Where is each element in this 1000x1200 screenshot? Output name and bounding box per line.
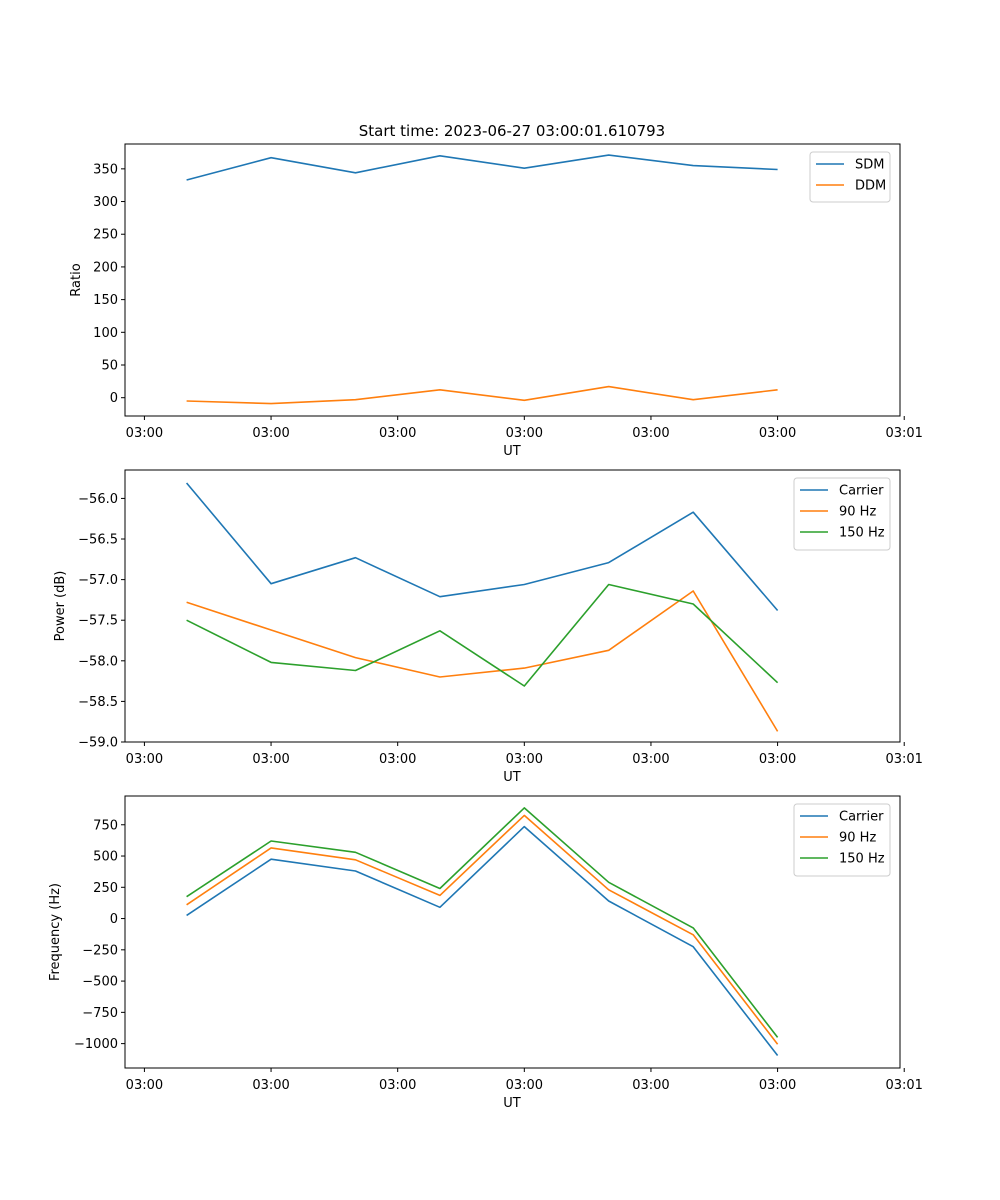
legend-label: SDM xyxy=(855,158,884,173)
x-tick-label: 03:00 xyxy=(252,426,289,441)
y-axis-label: Frequency (Hz) xyxy=(48,883,63,981)
y-tick-label: 300 xyxy=(93,195,118,210)
y-axis-label: Ratio xyxy=(69,263,84,296)
legend-label: 90 Hz xyxy=(839,505,876,520)
x-tick-label: 03:00 xyxy=(126,1078,163,1093)
y-tick-label: −57.5 xyxy=(78,614,118,629)
x-tick-label: 03:00 xyxy=(379,1078,416,1093)
x-tick-label: 03:00 xyxy=(379,426,416,441)
y-tick-label: −57.0 xyxy=(78,573,118,588)
legend: SDM DDM xyxy=(809,151,891,203)
plots-group: 0 50 100 150 200 250 300 350 03:00 03:00 03:00 03:0… xyxy=(48,143,923,1111)
y-tick-label: −750 xyxy=(82,1006,118,1021)
y-tick-label: −56.5 xyxy=(78,533,118,548)
x-axis-label: UT xyxy=(503,444,521,459)
y-tick-label: −59.0 xyxy=(78,736,118,751)
x-tick-label: 03:00 xyxy=(506,426,543,441)
series-line-2 xyxy=(186,590,779,732)
y-tick-label: 350 xyxy=(93,162,118,177)
y-tick-label: −500 xyxy=(82,975,118,990)
x-tick-label: 03:00 xyxy=(506,752,543,767)
y-tick-label: 200 xyxy=(93,260,118,275)
legend-label: Carrier xyxy=(839,810,884,825)
legend: Carrier 90 Hz 150 Hz xyxy=(793,477,891,551)
x-tick-label: 03:00 xyxy=(506,1078,543,1093)
x-tick-label: 03:00 xyxy=(759,1078,796,1093)
chart-panel-2: −59.0 −58.5 −58.0 −57.5 −57.0 −56.5 −56.0 03:00… xyxy=(53,469,923,785)
series-line-1 xyxy=(186,825,779,1056)
y-tick-label: −1000 xyxy=(74,1037,118,1052)
x-tick-label: 03:01 xyxy=(885,752,922,767)
y-tick-label: 250 xyxy=(93,881,118,896)
y-tick-label: 0 xyxy=(110,391,118,406)
chart-panel-1: 0 50 100 150 200 250 300 350 03:00 03:00 03:00 03:0… xyxy=(69,143,923,459)
y-tick-label: 500 xyxy=(93,850,118,865)
y-tick-label: 50 xyxy=(101,359,118,374)
x-tick-label: 03:01 xyxy=(885,1078,922,1093)
series-line-2 xyxy=(186,385,778,405)
figure-title: Start time: 2023-06-27 03:00:01.610793 xyxy=(359,122,665,140)
x-tick-label: 03:01 xyxy=(885,426,922,441)
legend-label: 150 Hz xyxy=(839,526,885,541)
y-tick-label: −56.0 xyxy=(78,492,118,507)
y-tick-label: −58.0 xyxy=(78,654,118,669)
axes-frame xyxy=(124,143,901,417)
chart-panel-3: −1000 −750 −500 −250 0 250 500 750 03:00 03:00 03:… xyxy=(48,795,923,1111)
y-axis-label: Power (dB) xyxy=(53,571,68,642)
legend-label: DDM xyxy=(855,179,886,194)
x-tick-label: 03:00 xyxy=(252,752,289,767)
y-tick-label: −250 xyxy=(82,943,118,958)
legend-label: 90 Hz xyxy=(839,831,876,846)
x-tick-label: 03:00 xyxy=(252,1078,289,1093)
legend-label: Carrier xyxy=(839,484,884,499)
x-tick-label: 03:00 xyxy=(632,752,669,767)
x-tick-label: 03:00 xyxy=(632,426,669,441)
y-tick-label: 150 xyxy=(93,293,118,308)
x-tick-label: 03:00 xyxy=(379,752,416,767)
y-tick-label: −58.5 xyxy=(78,695,118,710)
x-tick-label: 03:00 xyxy=(759,426,796,441)
x-tick-label: 03:00 xyxy=(759,752,796,767)
legend: Carrier 90 Hz 150 Hz xyxy=(793,803,891,877)
series-line-3 xyxy=(186,807,779,1038)
y-tick-label: 100 xyxy=(93,326,118,341)
y-tick-label: 250 xyxy=(93,228,118,243)
x-tick-label: 03:00 xyxy=(126,752,163,767)
axes-frame xyxy=(124,469,901,743)
x-axis-label: UT xyxy=(503,770,521,785)
axes-frame xyxy=(124,795,901,1069)
y-tick-label: 750 xyxy=(93,818,118,833)
legend-label: 150 Hz xyxy=(839,852,885,867)
series-line-1 xyxy=(186,154,778,181)
series-line-3 xyxy=(186,583,779,687)
x-tick-label: 03:00 xyxy=(632,1078,669,1093)
x-axis-label: UT xyxy=(503,1096,521,1111)
series-line-2 xyxy=(186,814,779,1045)
series-line-1 xyxy=(185,482,779,612)
x-tick-label: 03:00 xyxy=(126,426,163,441)
y-tick-label: 0 xyxy=(110,912,118,927)
